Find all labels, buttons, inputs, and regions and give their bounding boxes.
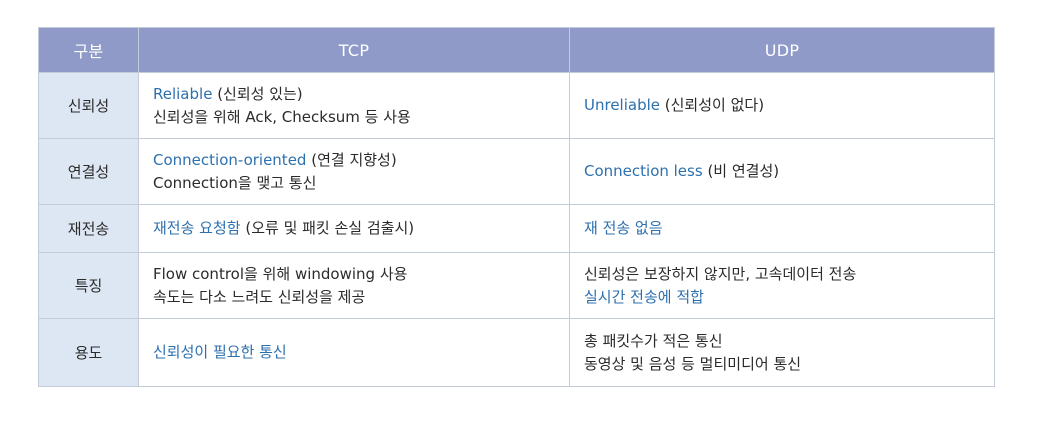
plain-text: (신뢰성이 없다) bbox=[660, 96, 765, 114]
plain-text: 신뢰성을 위해 Ack, Checksum 등 사용 bbox=[153, 107, 411, 126]
table-row: 신뢰성 Reliable (신뢰성 있는) 신뢰성을 위해 Ack, Check… bbox=[38, 72, 995, 139]
header-category: 구분 bbox=[38, 27, 139, 73]
cell-line: 속도는 다소 느려도 신뢰성을 제공 bbox=[153, 286, 569, 309]
plain-text: (오류 및 패킷 손실 검출시) bbox=[240, 219, 415, 237]
tcp-udp-comparison-table: 구분 TCP UDP 신뢰성 Reliable (신뢰성 있는) 신뢰성을 위해… bbox=[38, 27, 995, 387]
plain-text: 동영상 및 음성 등 멀티미디어 통신 bbox=[584, 354, 802, 373]
plain-text: 총 패킷수가 적은 통신 bbox=[584, 331, 723, 350]
plain-text: Connection을 맺고 통신 bbox=[153, 173, 317, 192]
header-udp: UDP bbox=[569, 27, 995, 73]
plain-text: (연결 지향성) bbox=[306, 150, 397, 169]
row-label: 연결성 bbox=[38, 138, 139, 205]
cell-line: 신뢰성이 필요한 통신 bbox=[153, 341, 569, 364]
cell-line: Connection-oriented (연결 지향성) bbox=[153, 149, 569, 172]
cell-line: 신뢰성은 보장하지 않지만, 고속데이터 전송 bbox=[584, 263, 994, 286]
cell-line: 총 패킷수가 적은 통신 bbox=[584, 330, 994, 353]
plain-text: (비 연결성) bbox=[702, 162, 780, 180]
header-tcp: TCP bbox=[138, 27, 570, 73]
tcp-cell: 신뢰성이 필요한 통신 bbox=[138, 318, 570, 387]
udp-cell: 총 패킷수가 적은 통신 동영상 및 음성 등 멀티미디어 통신 bbox=[569, 318, 995, 387]
cell-line: 신뢰성을 위해 Ack, Checksum 등 사용 bbox=[153, 106, 569, 129]
plain-text: (신뢰성 있는) bbox=[212, 84, 303, 103]
plain-text: 속도는 다소 느려도 신뢰성을 제공 bbox=[153, 287, 366, 306]
tcp-cell: Flow control을 위해 windowing 사용 속도는 다소 느려도… bbox=[138, 252, 570, 319]
row-label: 특징 bbox=[38, 252, 139, 319]
row-label: 신뢰성 bbox=[38, 72, 139, 139]
udp-cell: 재 전송 없음 bbox=[569, 204, 995, 253]
table-row: 연결성 Connection-oriented (연결 지향성) Connect… bbox=[38, 138, 995, 205]
cell-line: Unreliable (신뢰성이 없다) bbox=[584, 94, 994, 117]
udp-cell: Unreliable (신뢰성이 없다) bbox=[569, 72, 995, 139]
highlight-text: 재 전송 없음 bbox=[584, 219, 663, 237]
header-row: 구분 TCP UDP bbox=[38, 27, 995, 73]
row-label: 용도 bbox=[38, 318, 139, 387]
tcp-cell: 재전송 요청함 (오류 및 패킷 손실 검출시) bbox=[138, 204, 570, 253]
row-label: 재전송 bbox=[38, 204, 139, 253]
cell-line: 실시간 전송에 적합 bbox=[584, 286, 994, 309]
udp-cell: 신뢰성은 보장하지 않지만, 고속데이터 전송 실시간 전송에 적합 bbox=[569, 252, 995, 319]
highlight-text: 실시간 전송에 적합 bbox=[584, 287, 704, 306]
tcp-cell: Connection-oriented (연결 지향성) Connection을… bbox=[138, 138, 570, 205]
highlight-text: Connection-oriented bbox=[153, 150, 307, 169]
cell-line: Connection less (비 연결성) bbox=[584, 160, 994, 183]
table-header: 구분 TCP UDP bbox=[38, 27, 995, 73]
cell-line: Reliable (신뢰성 있는) bbox=[153, 83, 569, 106]
cell-line: 동영상 및 음성 등 멀티미디어 통신 bbox=[584, 353, 994, 376]
cell-line: 재 전송 없음 bbox=[584, 217, 994, 240]
highlight-text: Reliable bbox=[153, 84, 213, 103]
cell-line: 재전송 요청함 (오류 및 패킷 손실 검출시) bbox=[153, 217, 569, 240]
highlight-text: Connection less bbox=[584, 162, 703, 180]
udp-cell: Connection less (비 연결성) bbox=[569, 138, 995, 205]
table-row: 특징 Flow control을 위해 windowing 사용 속도는 다소 … bbox=[38, 252, 995, 319]
table-body: 신뢰성 Reliable (신뢰성 있는) 신뢰성을 위해 Ack, Check… bbox=[38, 72, 995, 387]
cell-line: Connection을 맺고 통신 bbox=[153, 172, 569, 195]
plain-text: Flow control을 위해 windowing 사용 bbox=[153, 264, 408, 283]
highlight-text: 신뢰성이 필요한 통신 bbox=[153, 343, 287, 361]
tcp-cell: Reliable (신뢰성 있는) 신뢰성을 위해 Ack, Checksum … bbox=[138, 72, 570, 139]
table-row: 용도 신뢰성이 필요한 통신 총 패킷수가 적은 통신 동영상 및 음성 등 멀… bbox=[38, 318, 995, 387]
cell-line: Flow control을 위해 windowing 사용 bbox=[153, 263, 569, 286]
plain-text: 신뢰성은 보장하지 않지만, 고속데이터 전송 bbox=[584, 264, 857, 283]
highlight-text: 재전송 요청함 bbox=[153, 219, 241, 237]
highlight-text: Unreliable bbox=[584, 96, 660, 114]
table-row: 재전송 재전송 요청함 (오류 및 패킷 손실 검출시) 재 전송 없음 bbox=[38, 204, 995, 253]
